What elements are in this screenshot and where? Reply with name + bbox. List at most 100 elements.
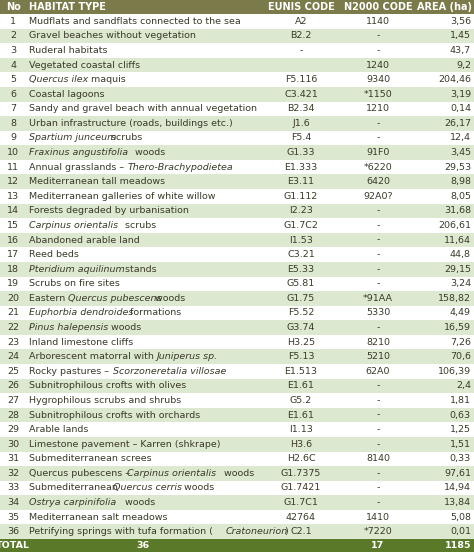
- Bar: [0, 524, 26, 539]
- Text: 9: 9: [10, 134, 16, 142]
- Text: 31: 31: [7, 454, 19, 463]
- Text: E1.61: E1.61: [288, 411, 314, 420]
- Text: Sandy and gravel beach with annual vegetation: Sandy and gravel beach with annual veget…: [29, 104, 257, 113]
- Text: 6420: 6420: [366, 177, 390, 186]
- Text: woods: woods: [182, 484, 215, 492]
- Text: I2.23: I2.23: [289, 206, 313, 215]
- Text: 44,8: 44,8: [450, 250, 471, 259]
- Bar: [341, 102, 415, 116]
- Text: 29,15: 29,15: [444, 265, 471, 274]
- Text: 13: 13: [7, 192, 19, 201]
- Text: *91AA: *91AA: [363, 294, 393, 303]
- Text: 3,24: 3,24: [450, 279, 471, 288]
- Bar: [0, 306, 26, 320]
- Bar: [415, 29, 474, 43]
- Bar: [415, 349, 474, 364]
- Text: C3.21: C3.21: [287, 250, 315, 259]
- Text: TOTAL: TOTAL: [0, 541, 30, 550]
- Bar: [341, 437, 415, 452]
- Text: 36: 36: [137, 541, 150, 550]
- Text: Mediterranean salt meadows: Mediterranean salt meadows: [29, 513, 168, 522]
- Bar: [26, 539, 261, 552]
- Text: E1.513: E1.513: [284, 367, 318, 376]
- Text: 1,45: 1,45: [450, 31, 471, 40]
- Bar: [26, 102, 261, 116]
- Text: Submediterranean: Submediterranean: [29, 484, 121, 492]
- Bar: [0, 247, 26, 262]
- Text: G1.7421: G1.7421: [281, 484, 321, 492]
- Bar: [0, 72, 26, 87]
- Bar: [261, 87, 341, 102]
- Bar: [26, 422, 261, 437]
- Bar: [26, 277, 261, 291]
- Bar: [26, 233, 261, 247]
- Text: Urban infrastructure (roads, buildings etc.): Urban infrastructure (roads, buildings e…: [29, 119, 233, 128]
- Text: *6220: *6220: [364, 163, 392, 172]
- Bar: [341, 495, 415, 510]
- Bar: [0, 0, 26, 14]
- Text: Ruderal habitats: Ruderal habitats: [29, 46, 108, 55]
- Bar: [341, 306, 415, 320]
- Text: Petrifying springs with tufa formation (: Petrifying springs with tufa formation (: [29, 527, 213, 536]
- Text: 25: 25: [7, 367, 19, 376]
- Text: Quercus cerris: Quercus cerris: [112, 484, 182, 492]
- Bar: [341, 408, 415, 422]
- Text: -: -: [376, 236, 380, 245]
- Bar: [0, 539, 26, 552]
- Bar: [261, 0, 341, 14]
- Text: -: -: [376, 265, 380, 274]
- Bar: [341, 87, 415, 102]
- Text: 13,84: 13,84: [444, 498, 471, 507]
- Text: 9,2: 9,2: [456, 61, 471, 70]
- Bar: [0, 131, 26, 145]
- Text: HABITAT TYPE: HABITAT TYPE: [29, 2, 106, 12]
- Bar: [0, 204, 26, 218]
- Bar: [341, 43, 415, 58]
- Text: -: -: [376, 221, 380, 230]
- Text: 4: 4: [10, 61, 16, 70]
- Bar: [26, 0, 261, 14]
- Text: -: -: [376, 498, 380, 507]
- Bar: [415, 408, 474, 422]
- Text: 1140: 1140: [366, 17, 390, 26]
- Bar: [26, 189, 261, 204]
- Text: 7: 7: [10, 104, 16, 113]
- Text: 158,82: 158,82: [438, 294, 471, 303]
- Text: F5.4: F5.4: [291, 134, 311, 142]
- Bar: [261, 335, 341, 349]
- Bar: [341, 0, 415, 14]
- Text: Subnitrophilous crofts with orchards: Subnitrophilous crofts with orchards: [29, 411, 201, 420]
- Text: Cratoneurion: Cratoneurion: [226, 527, 288, 536]
- Text: -: -: [376, 396, 380, 405]
- Bar: [0, 87, 26, 102]
- Bar: [415, 58, 474, 72]
- Text: Scrubs on fire sites: Scrubs on fire sites: [29, 279, 120, 288]
- Text: F5.13: F5.13: [288, 352, 314, 361]
- Text: 35: 35: [7, 513, 19, 522]
- Bar: [26, 306, 261, 320]
- Bar: [26, 510, 261, 524]
- Text: 0,01: 0,01: [450, 527, 471, 536]
- Text: 206,61: 206,61: [438, 221, 471, 230]
- Text: 0,14: 0,14: [450, 104, 471, 113]
- Bar: [341, 335, 415, 349]
- Bar: [415, 116, 474, 131]
- Text: -: -: [299, 46, 303, 55]
- Text: -: -: [376, 381, 380, 390]
- Text: -: -: [376, 323, 380, 332]
- Text: 97,61: 97,61: [444, 469, 471, 478]
- Bar: [415, 233, 474, 247]
- Text: 24: 24: [7, 352, 19, 361]
- Text: 27: 27: [7, 396, 19, 405]
- Bar: [26, 218, 261, 233]
- Text: 3,45: 3,45: [450, 148, 471, 157]
- Bar: [0, 466, 26, 481]
- Text: G1.112: G1.112: [284, 192, 318, 201]
- Text: ): ): [284, 527, 288, 536]
- Bar: [261, 393, 341, 408]
- Text: -: -: [376, 411, 380, 420]
- Text: 11,64: 11,64: [444, 236, 471, 245]
- Bar: [0, 335, 26, 349]
- Bar: [341, 422, 415, 437]
- Bar: [261, 43, 341, 58]
